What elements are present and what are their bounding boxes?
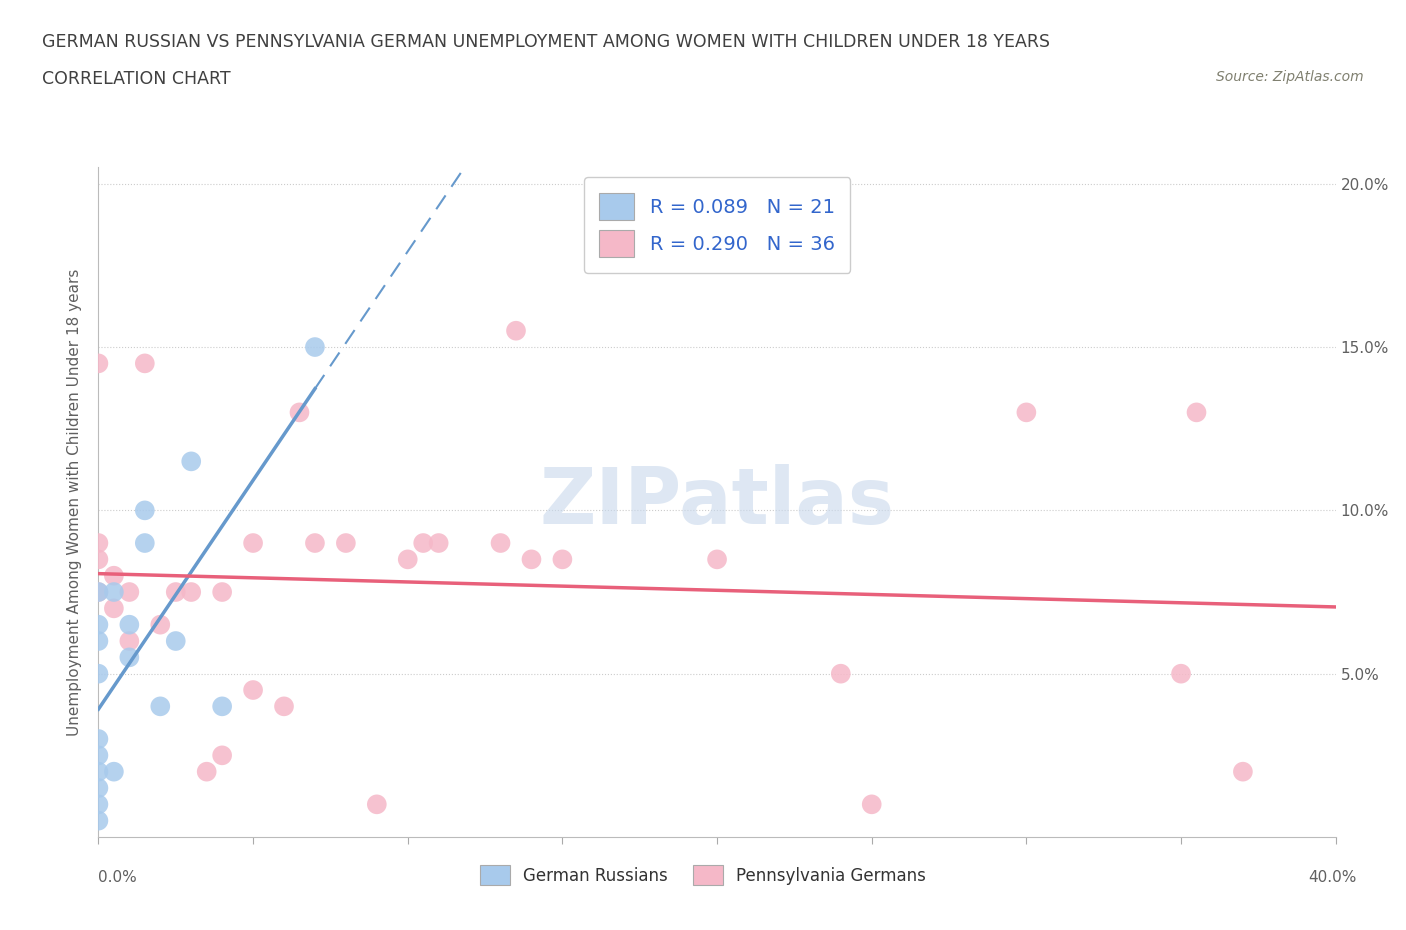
Point (87, 356, 110, 371)
Point (211, 748, 233, 763)
Point (551, 551, 574, 566)
Point (180, 454, 202, 469)
Point (195, 764, 218, 779)
Point (87, 666, 110, 681)
Point (87, 748, 110, 763)
Point (180, 585, 202, 600)
Legend: German Russians, Pennsylvania Germans: German Russians, Pennsylvania Germans (471, 857, 935, 894)
Point (134, 356, 156, 371)
Point (87, 585, 110, 600)
Point (1170, 666, 1192, 681)
Point (118, 650, 141, 665)
Point (87, 797, 110, 812)
Point (165, 585, 187, 600)
Point (103, 585, 125, 600)
Point (211, 585, 233, 600)
Text: CORRELATION CHART: CORRELATION CHART (42, 70, 231, 87)
Text: ZIPatlas: ZIPatlas (540, 464, 894, 540)
Point (149, 699, 172, 714)
Point (242, 683, 264, 698)
Point (87, 780, 110, 795)
Point (335, 536, 357, 551)
Text: Source: ZipAtlas.com: Source: ZipAtlas.com (1216, 70, 1364, 84)
Point (412, 536, 434, 551)
Point (134, 503, 156, 518)
Point (87, 551, 110, 566)
Point (489, 536, 512, 551)
Point (366, 797, 388, 812)
Point (505, 324, 527, 339)
Point (1232, 764, 1254, 779)
Point (304, 536, 326, 551)
Point (118, 585, 141, 600)
Point (87, 633, 110, 648)
Point (1185, 405, 1208, 419)
Point (288, 405, 311, 419)
Point (149, 618, 172, 632)
Point (118, 618, 141, 632)
Point (165, 633, 187, 648)
Point (87, 764, 110, 779)
Text: GERMAN RUSSIAN VS PENNSYLVANIA GERMAN UNEMPLOYMENT AMONG WOMEN WITH CHILDREN UND: GERMAN RUSSIAN VS PENNSYLVANIA GERMAN UN… (42, 33, 1050, 50)
Text: 0.0%: 0.0% (98, 870, 138, 884)
Y-axis label: Unemployment Among Women with Children Under 18 years: Unemployment Among Women with Children U… (67, 269, 83, 736)
Point (87, 813, 110, 828)
Text: 40.0%: 40.0% (1309, 870, 1357, 884)
Point (103, 568, 125, 583)
Point (118, 633, 141, 648)
Point (1015, 405, 1038, 419)
Point (211, 699, 233, 714)
Point (242, 536, 264, 551)
Point (103, 764, 125, 779)
Point (520, 551, 543, 566)
Point (134, 536, 156, 551)
Point (87, 732, 110, 747)
Point (427, 536, 450, 551)
Point (860, 797, 883, 812)
Point (396, 551, 419, 566)
Point (103, 601, 125, 616)
Point (273, 699, 295, 714)
Point (830, 666, 852, 681)
Point (87, 618, 110, 632)
Point (87, 585, 110, 600)
Legend: R = 0.089   N = 21, R = 0.290   N = 36: R = 0.089 N = 21, R = 0.290 N = 36 (583, 177, 851, 273)
Point (304, 339, 326, 354)
Point (87, 536, 110, 551)
Point (706, 551, 728, 566)
